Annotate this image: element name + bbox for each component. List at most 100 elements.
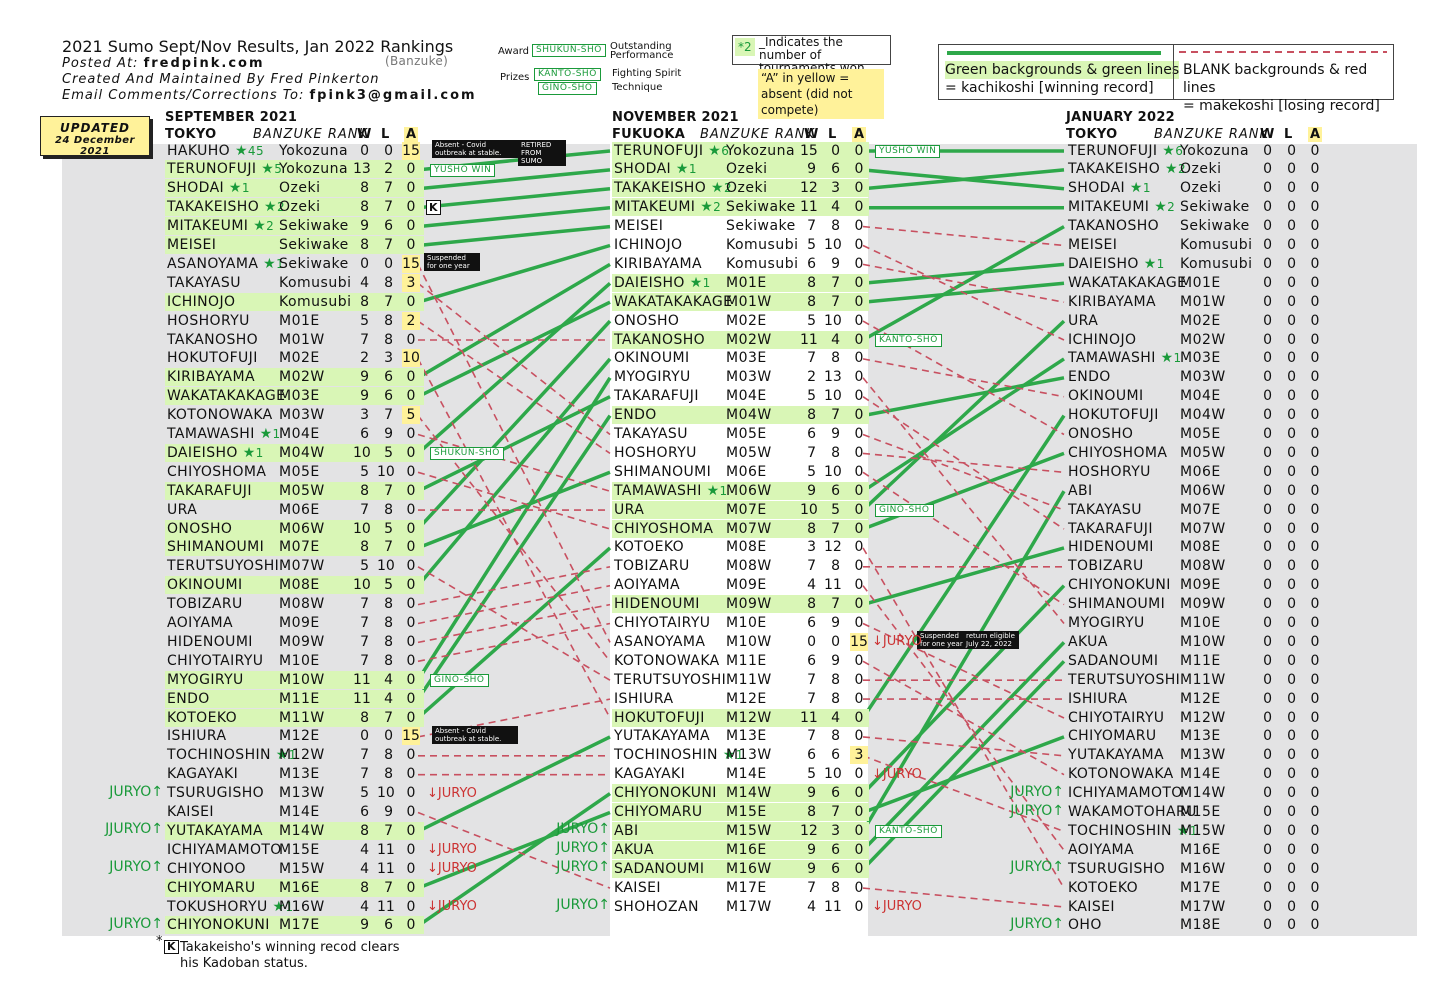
table-row[interactable]: AOIYAMA M09E 7 8 0 bbox=[165, 614, 424, 632]
table-row[interactable]: TERUNOFUJI ★6 Yokozuna 15 0 0 bbox=[612, 141, 869, 160]
table-row[interactable]: WAKATAKAKAGE M01E 0 0 0 bbox=[1066, 274, 1324, 292]
table-row[interactable]: DAIEISHO ★1 M01E 8 7 0 bbox=[612, 273, 869, 292]
table-row[interactable]: MITAKEUMI ★2 Sekiwake 11 4 0 bbox=[612, 198, 869, 217]
table-row[interactable]: KOTONOWAKA M14E 0 0 0 bbox=[1066, 765, 1324, 783]
posted-url[interactable]: fredpink.com bbox=[143, 56, 265, 71]
table-row[interactable]: ICHIYAMAMOTO M14W 0 0 0 bbox=[1066, 784, 1324, 802]
table-row[interactable]: HOKUTOFUJI M02E 2 3 10 bbox=[165, 349, 424, 368]
table-row[interactable]: HOSHORYU M01E 5 8 2 bbox=[165, 311, 424, 330]
table-row[interactable]: TAKAYASU M07E 0 0 0 bbox=[1066, 501, 1324, 519]
table-row[interactable]: HIDENOUMI M08E 0 0 0 bbox=[1066, 538, 1324, 556]
table-row[interactable]: TERUTSUYOSHI M11W 7 8 0 bbox=[612, 671, 869, 689]
table-row[interactable]: URA M06E 7 8 0 bbox=[165, 501, 424, 519]
table-row[interactable]: TERUTSUYOSHI M07W 5 10 0 bbox=[165, 557, 424, 575]
table-row[interactable]: TERUTSUYOSHI M11W 0 0 0 bbox=[1066, 671, 1324, 689]
table-row[interactable]: DAIEISHO ★1 M04W 10 5 0 bbox=[165, 443, 424, 462]
table-row[interactable]: AKUA M16E 9 6 0 bbox=[612, 840, 869, 859]
table-row[interactable]: TAKANOSHO M02W 11 4 0 bbox=[612, 330, 869, 349]
table-row[interactable]: ENDO M11E 11 4 0 bbox=[165, 689, 424, 708]
table-row[interactable]: TOKUSHORYU ★1 M16W 4 11 0 bbox=[165, 898, 424, 916]
table-row[interactable]: CHIYONOKUNI M14W 9 6 0 bbox=[612, 784, 869, 803]
table-row[interactable]: HOKUTOFUJI M12W 11 4 0 bbox=[612, 708, 869, 727]
table-row[interactable]: SHODAI ★1 Ozeki 0 0 0 bbox=[1066, 179, 1324, 197]
table-row[interactable]: TAKAKEISHO ★2 Ozeki 12 3 0 bbox=[612, 179, 869, 198]
table-row[interactable]: WAKATAKAKAGE M03E 9 6 0 bbox=[165, 387, 424, 406]
table-row[interactable]: KOTOEKO M11W 8 7 0 bbox=[165, 708, 424, 727]
table-row[interactable]: AOIYAMA M09E 4 11 0 bbox=[612, 576, 869, 594]
table-row[interactable]: AKUA M10W 0 0 0 bbox=[1066, 633, 1324, 651]
table-row[interactable]: MYOGIRYU M10W 11 4 0 bbox=[165, 670, 424, 689]
table-row[interactable]: KAISEI M14E 6 9 0 bbox=[165, 803, 424, 821]
table-row[interactable]: TAKAYASU Komusubi 4 8 3 bbox=[165, 273, 424, 292]
table-row[interactable]: SHIMANOUMI M06E 5 10 0 bbox=[612, 463, 869, 481]
table-row[interactable]: URA M02E 0 0 0 bbox=[1066, 312, 1324, 330]
table-row[interactable]: DAIEISHO ★1 Komusubi 0 0 0 bbox=[1066, 255, 1324, 273]
table-row[interactable]: ISHIURA M12E 0 0 0 bbox=[1066, 690, 1324, 708]
table-row[interactable]: KOTONOWAKA M03W 3 7 5 bbox=[165, 406, 424, 425]
table-row[interactable]: TAKANOSHO Sekiwake 0 0 0 bbox=[1066, 217, 1324, 235]
table-row[interactable]: KIRIBAYAMA M01W 0 0 0 bbox=[1066, 293, 1324, 311]
table-row[interactable]: MEISEI Sekiwake 8 7 0 bbox=[165, 236, 424, 254]
table-row[interactable]: ONOSHO M05E 0 0 0 bbox=[1066, 425, 1324, 443]
table-row[interactable]: KIRIBAYAMA Komusubi 6 9 0 bbox=[612, 255, 869, 273]
table-row[interactable]: CHIYOMARU M16E 8 7 0 bbox=[165, 878, 424, 897]
table-row[interactable]: TOBIZARU M08W 7 8 0 bbox=[165, 595, 424, 613]
table-row[interactable]: MITAKEUMI ★2 Sekiwake 9 6 0 bbox=[165, 217, 424, 236]
table-row[interactable]: HOSHORYU M06E 0 0 0 bbox=[1066, 463, 1324, 481]
table-row[interactable]: CHIYOTAIRYU M12W 0 0 0 bbox=[1066, 709, 1324, 727]
table-row[interactable]: OKINOUMI M04E 0 0 0 bbox=[1066, 387, 1324, 405]
table-row[interactable]: OKINOUMI M03E 7 8 0 bbox=[612, 349, 869, 367]
table-row[interactable]: TAKARAFUJI M05W 8 7 0 bbox=[165, 481, 424, 500]
table-row[interactable]: TSURUGISHO M13W 5 10 0 bbox=[165, 784, 424, 802]
table-row[interactable]: KOTOEKO M17E 0 0 0 bbox=[1066, 879, 1324, 897]
table-row[interactable]: TAMAWASHI ★1 M04E 6 9 0 bbox=[165, 425, 424, 443]
table-row[interactable]: TOBIZARU M08W 7 8 0 bbox=[612, 557, 869, 575]
table-row[interactable]: OHO M18E 0 0 0 bbox=[1066, 916, 1324, 934]
table-row[interactable]: SHODAI ★1 Ozeki 8 7 0 bbox=[165, 179, 424, 198]
table-row[interactable]: MYOGIRYU M03W 2 13 0 bbox=[612, 368, 869, 386]
table-row[interactable]: TERUNOFUJI ★6 Yokozuna 0 0 0 bbox=[1066, 142, 1324, 160]
table-row[interactable]: URA M07E 10 5 0 bbox=[612, 500, 869, 519]
table-row[interactable]: HIDENOUMI M09W 8 7 0 bbox=[612, 595, 869, 614]
table-row[interactable]: CHIYOSHOMA M05W 0 0 0 bbox=[1066, 444, 1324, 462]
table-row[interactable]: MYOGIRYU M10E 0 0 0 bbox=[1066, 614, 1324, 632]
table-row[interactable]: KIRIBAYAMA M02W 9 6 0 bbox=[165, 368, 424, 387]
table-row[interactable]: TOCHINOSHIN ★1 M13W 6 6 3 bbox=[612, 746, 869, 765]
table-row[interactable]: CHIYONOO M15W 4 11 0 bbox=[165, 860, 424, 878]
table-row[interactable]: SHOHOZAN M17W 4 11 0 bbox=[612, 898, 869, 916]
table-row[interactable]: TSURUGISHO M16W 0 0 0 bbox=[1066, 860, 1324, 878]
table-row[interactable]: OKINOUMI M08E 10 5 0 bbox=[165, 576, 424, 595]
table-row[interactable]: TOCHINOSHIN ★1 M12W 7 8 0 bbox=[165, 746, 424, 764]
table-row[interactable]: ICHIYAMAMOTO M15E 4 11 0 bbox=[165, 841, 424, 859]
table-row[interactable]: ICHINOJO Komusubi 5 10 0 bbox=[612, 236, 869, 254]
table-row[interactable]: TAKAKEISHO ★2 Ozeki 0 0 0 bbox=[1066, 160, 1324, 178]
email-address[interactable]: fpink3@gmail.com bbox=[309, 88, 477, 103]
table-row[interactable]: YUTAKAYAMA M13E 7 8 0 bbox=[612, 727, 869, 745]
table-row[interactable]: HIDENOUMI M09W 7 8 0 bbox=[165, 633, 424, 651]
table-row[interactable]: CHIYONOKUNI M17E 9 6 0 bbox=[165, 916, 424, 935]
table-row[interactable]: ICHINOJO M02W 0 0 0 bbox=[1066, 331, 1324, 349]
table-row[interactable]: KOTOEKO M08E 3 12 0 bbox=[612, 538, 869, 556]
table-row[interactable]: AOIYAMA M16E 0 0 0 bbox=[1066, 841, 1324, 859]
table-row[interactable]: WAKAMOTOHARU M15E 0 0 0 bbox=[1066, 803, 1324, 821]
table-row[interactable]: ASANOYAMA M10W 0 0 15 bbox=[612, 632, 869, 651]
table-row[interactable]: CHIYONOKUNI M09E 0 0 0 bbox=[1066, 576, 1324, 594]
table-row[interactable]: CHIYOSHOMA M05E 5 10 0 bbox=[165, 463, 424, 481]
table-row[interactable]: CHIYOMARU M15E 8 7 0 bbox=[612, 803, 869, 821]
table-row[interactable]: TOBIZARU M08W 0 0 0 bbox=[1066, 557, 1324, 575]
table-row[interactable]: HOKUTOFUJI M04W 0 0 0 bbox=[1066, 406, 1324, 424]
table-row[interactable]: TAKARAFUJI M07W 0 0 0 bbox=[1066, 520, 1324, 538]
table-row[interactable]: ABI M15W 12 3 0 bbox=[612, 821, 869, 840]
table-row[interactable]: MEISEI Sekiwake 7 8 0 bbox=[612, 217, 869, 235]
table-row[interactable]: ENDO M03W 0 0 0 bbox=[1066, 368, 1324, 386]
table-row[interactable]: KAGAYAKI M13E 7 8 0 bbox=[165, 765, 424, 783]
table-row[interactable]: ONOSHO M02E 5 10 0 bbox=[612, 312, 869, 330]
table-row[interactable]: TAMAWASHI ★1 M06W 9 6 0 bbox=[612, 481, 869, 500]
table-row[interactable]: SHIMANOUMI M07E 8 7 0 bbox=[165, 538, 424, 557]
table-row[interactable]: HOSHORYU M05W 7 8 0 bbox=[612, 444, 869, 462]
table-row[interactable]: TAKAKEISHO ★2 Ozeki 8 7 0 bbox=[165, 198, 424, 217]
table-row[interactable]: TAMAWASHI ★1 M03E 0 0 0 bbox=[1066, 349, 1324, 367]
table-row[interactable]: ABI M06W 0 0 0 bbox=[1066, 482, 1324, 500]
table-row[interactable]: TOCHINOSHIN ★1 M15W 0 0 0 bbox=[1066, 822, 1324, 840]
table-row[interactable]: ASANOYAMA ★1 Sekiwake 0 0 15 bbox=[165, 254, 424, 273]
